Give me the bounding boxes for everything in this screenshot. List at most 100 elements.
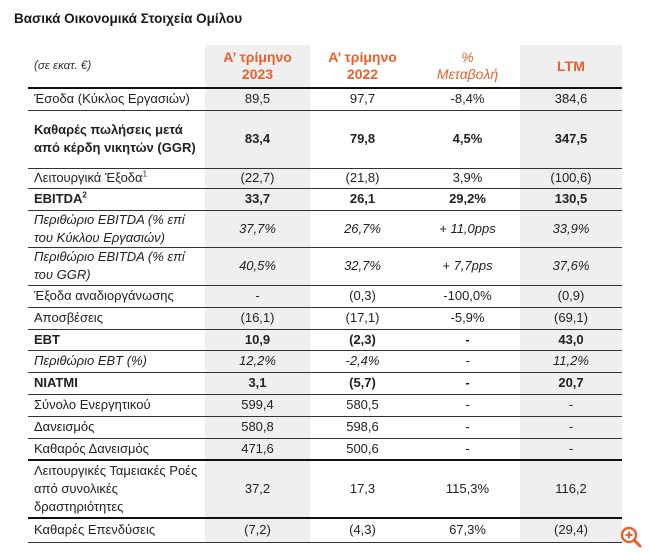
cell-value: 29,2% [415, 188, 520, 211]
cell-value: 37,7% [205, 210, 310, 248]
cell-value: 347,5 [520, 110, 622, 169]
cell-value: -2,4% [310, 350, 415, 373]
cell-value: 500,6 [310, 438, 415, 461]
cell-value: - [415, 372, 520, 395]
cell-value: -5,9% [415, 307, 520, 330]
cell-value: (2,3) [310, 329, 415, 351]
cell-value: (100,6) [520, 168, 622, 189]
cell-value: (69,1) [520, 307, 622, 330]
cell-value: 79,8 [310, 110, 415, 169]
header-q1-2022: Α’ τρίμηνο 2022 [310, 45, 415, 89]
cell-value: (16,1) [205, 307, 310, 330]
row-label: EBITDA2 [28, 188, 205, 211]
cell-value: 3,9% [415, 168, 520, 189]
table-row: Δανεισμός 580,8 598,6- - [28, 416, 622, 439]
cell-value: 40,5% [205, 247, 310, 286]
cell-value: 471,6 [205, 438, 310, 461]
row-label: Λειτουργικά Έξοδα1 [28, 168, 205, 189]
cell-value: -8,4% [415, 88, 520, 111]
cell-value: 10,9 [205, 329, 310, 351]
page-title: Βασικά Οικονομικά Στοιχεία Ομίλου [14, 11, 243, 26]
header-ltm: LTM [520, 45, 622, 89]
financial-table: (σε εκατ. €) Α’ τρίμηνο 2023 Α’ τρίμηνο 20… [28, 45, 622, 543]
cell-value: 12,2% [205, 350, 310, 373]
table-row: NIATMI 3,1 (5,7) -20,7 [28, 372, 622, 395]
table-row: Σύνολο Ενεργητικού 599,4 580,5- - [28, 394, 622, 417]
cell-value: 83,4 [205, 110, 310, 169]
row-label: Περιθώριο EBT (%) [28, 350, 205, 373]
cell-value: 37,2 [205, 460, 310, 519]
row-label: Λειτουργικές Ταμειακές Ροές από συνολικέ… [28, 460, 205, 519]
row-label: Καθαρές πωλήσεις μετά από κέρδη νικητών … [28, 110, 205, 169]
cell-value: (29,4) [520, 518, 622, 543]
row-label: Σύνολο Ενεργητικού [28, 394, 205, 417]
table-row: EBT 10,9 (2,3) -43,0 [28, 329, 622, 351]
row-label: Έσοδα (Κύκλος Εργασιών) [28, 88, 205, 111]
cell-value: 599,4 [205, 394, 310, 417]
cell-value: 33,7 [205, 188, 310, 211]
cell-value: - [415, 438, 520, 461]
table-row: Περιθώριο EBITDA (% επί του GGR) 40,5% 32,… [28, 247, 622, 286]
cell-value: (4,3) [310, 518, 415, 543]
cell-value: - [415, 394, 520, 417]
cell-value: 580,5 [310, 394, 415, 417]
cell-value: 3,1 [205, 372, 310, 395]
header-row: (σε εκατ. €) Α’ τρίμηνο 2023 Α’ τρίμηνο 20… [28, 45, 622, 89]
cell-value: 384,6 [520, 88, 622, 111]
cell-value: 26,7% [310, 210, 415, 248]
cell-value: 4,5% [415, 110, 520, 169]
table-row: Λειτουργικές Ταμειακές Ροές από συνολικέ… [28, 460, 622, 519]
cell-value: 43,0 [520, 329, 622, 351]
cell-value: 115,3% [415, 460, 520, 519]
cell-value: 598,6 [310, 416, 415, 439]
cell-value: - [415, 329, 520, 351]
header-q1-2023: Α’ τρίμηνο 2023 [205, 45, 310, 89]
cell-value: 580,8 [205, 416, 310, 439]
table-row: Αποσβέσεις (16,1) (17,1) -5,9% (69,1) [28, 307, 622, 330]
cell-value: - [520, 394, 622, 417]
row-label: Καθαρός Δανεισμός [28, 438, 205, 461]
cell-value: 116,2 [520, 460, 622, 519]
footnote-marker: 1 [142, 169, 148, 179]
row-label: Αποσβέσεις [28, 307, 205, 330]
cell-value: (17,1) [310, 307, 415, 330]
cell-value: 26,1 [310, 188, 415, 211]
cell-value: - [205, 285, 310, 308]
cell-value: - [520, 438, 622, 461]
header-change: % Μεταβολή [415, 45, 520, 89]
table-row: Περιθώριο EBT (%) 12,2% -2,4% -11,2% [28, 350, 622, 373]
row-label: EBT [28, 329, 205, 351]
cell-value: 130,5 [520, 188, 622, 211]
cell-value: (0,3) [310, 285, 415, 308]
cell-value: (0,9) [520, 285, 622, 308]
table-row: Έσοδα (Κύκλος Εργασιών) 89,5 97,7 -8,4% 384,… [28, 88, 622, 111]
cell-value: 11,2% [520, 350, 622, 373]
cell-value: 20,7 [520, 372, 622, 395]
row-label: Περιθώριο EBITDA (% επί του Κύκλου Εργασ… [28, 210, 205, 248]
cell-value: + 11,0pps [415, 210, 520, 248]
row-label: Περιθώριο EBITDA (% επί του GGR) [28, 247, 205, 286]
cell-value: - [520, 416, 622, 439]
row-label: NIATMI [28, 372, 205, 395]
table-row: Έξοδα αναδιοργάνωσης - (0,3) -100,0% (0,9) [28, 285, 622, 308]
cell-value: 37,6% [520, 247, 622, 286]
cell-value: 67,3% [415, 518, 520, 543]
cell-value: - [415, 350, 520, 373]
cell-value: (22,7) [205, 168, 310, 189]
table-row: Λειτουργικά Έξοδα1 (22,7) (21,8) 3,9% (100,6… [28, 168, 622, 189]
unit-label: (σε εκατ. €) [28, 45, 205, 89]
zoom-in-icon[interactable] [620, 526, 642, 548]
table-row: EBITDA2 33,7 26,1 29,2% 130,5 [28, 188, 622, 211]
cell-value: 33,9% [520, 210, 622, 248]
table-row: Καθαρές πωλήσεις μετά από κέρδη νικητών … [28, 110, 622, 169]
cell-value: 89,5 [205, 88, 310, 111]
cell-value: + 7,7pps [415, 247, 520, 286]
cell-value: (5,7) [310, 372, 415, 395]
cell-value: -100,0% [415, 285, 520, 308]
footnote-marker: 2 [82, 190, 87, 200]
table-row: Περιθώριο EBITDA (% επί του Κύκλου Εργασ… [28, 210, 622, 248]
row-label: Δανεισμός [28, 416, 205, 439]
table-row: Καθαρός Δανεισμός 471,6 500,6- - [28, 438, 622, 461]
row-label: Καθαρές Επενδύσεις [28, 518, 205, 543]
cell-value: 97,7 [310, 88, 415, 111]
